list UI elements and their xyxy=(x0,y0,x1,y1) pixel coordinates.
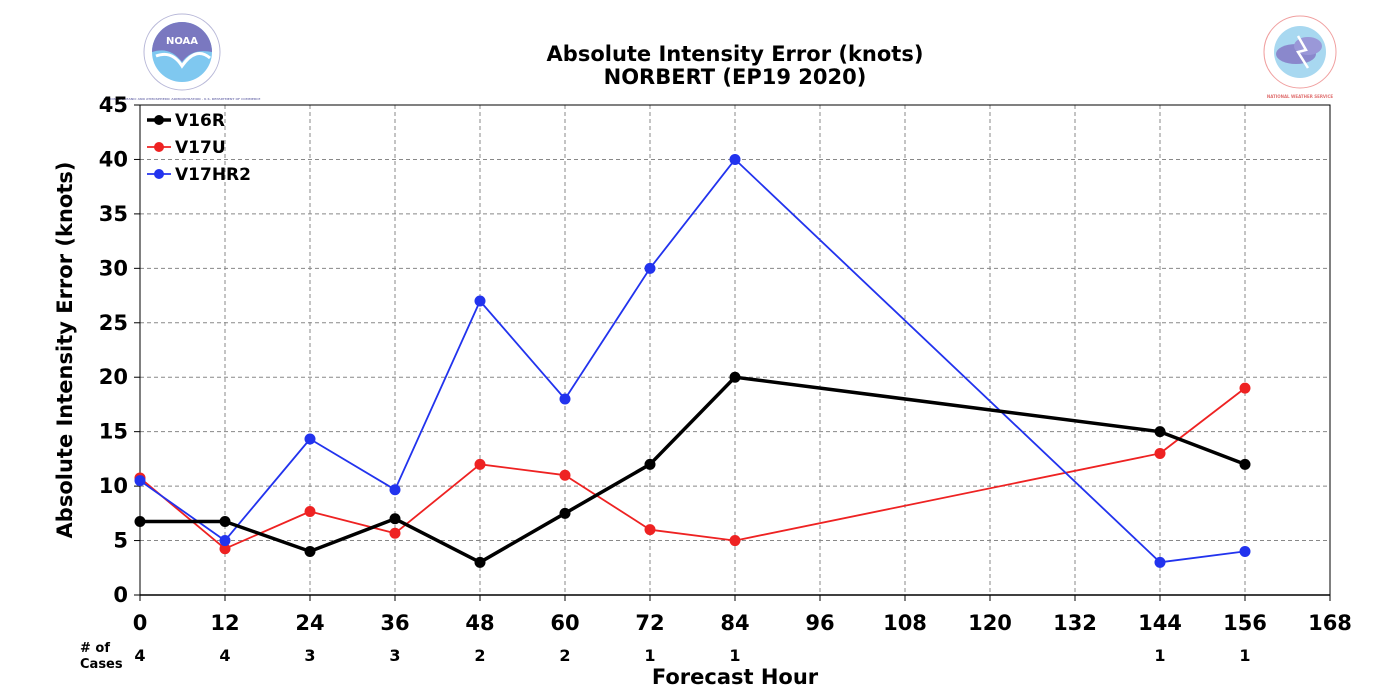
x-tick-label: 60 xyxy=(550,611,579,635)
x-tick-label: 12 xyxy=(210,611,239,635)
legend-label: V17HR2 xyxy=(175,165,251,185)
legend-label: V17U xyxy=(175,138,226,158)
x-tick-label: 24 xyxy=(295,611,324,635)
series-line-v16r xyxy=(140,375,1246,565)
x-tick-label: 96 xyxy=(805,611,834,635)
data-point-v16r xyxy=(729,371,741,383)
series-group xyxy=(134,153,1251,568)
nws-logo-ring-text: NATIONAL WEATHER SERVICE xyxy=(1267,94,1334,99)
legend-label: V16R xyxy=(175,111,225,131)
legend: V16R V17U V17HR2 xyxy=(147,111,251,185)
data-point-v17hr2 xyxy=(474,295,486,307)
series-v17hr2 xyxy=(134,153,1251,568)
x-tick-label: 84 xyxy=(720,611,749,635)
noaa-logo: NOAA NATIONAL OCEANIC AND ATMOSPHERIC AD… xyxy=(104,13,261,101)
data-point-v17hr2 xyxy=(644,262,656,274)
data-point-v17hr2 xyxy=(1239,545,1251,557)
case-count: 1 xyxy=(1154,646,1165,665)
legend-swatch-marker xyxy=(154,115,164,125)
x-tick-label: 48 xyxy=(465,611,494,635)
nws-logo: NATIONAL WEATHER SERVICE xyxy=(1263,15,1337,99)
x-tick-label: 144 xyxy=(1138,611,1182,635)
noaa-logo-ring-text: NATIONAL OCEANIC AND ATMOSPHERIC ADMINIS… xyxy=(104,97,261,101)
x-tick-label: 120 xyxy=(968,611,1012,635)
noaa-logo-text: NOAA xyxy=(166,36,198,47)
y-tick-label: 5 xyxy=(113,529,128,553)
case-count: 1 xyxy=(644,646,655,665)
y-axis: 0 5 10 15 20 25 30 35 40 45 xyxy=(99,93,140,607)
legend-item-v17u: V17U xyxy=(147,138,226,158)
series-v16r xyxy=(134,371,1251,568)
y-tick-label: 40 xyxy=(99,147,128,171)
data-point-v17hr2 xyxy=(304,433,316,445)
y-tick-label: 15 xyxy=(99,420,128,444)
data-point-v17u xyxy=(1154,447,1166,459)
data-point-v17u xyxy=(304,505,316,517)
y-tick-label: 20 xyxy=(99,365,128,389)
y-tick-label: 30 xyxy=(99,256,128,280)
case-count: 1 xyxy=(1239,646,1250,665)
legend-swatch-marker xyxy=(154,142,164,152)
series-line-v17hr2 xyxy=(139,158,1246,564)
cases-label-line1: # of xyxy=(80,641,110,656)
data-point-v17hr2 xyxy=(219,535,231,547)
x-tick-label: 0 xyxy=(133,611,148,635)
data-point-v17u xyxy=(644,524,656,536)
data-point-v17hr2 xyxy=(134,475,146,487)
data-point-v17hr2 xyxy=(729,153,741,165)
data-point-v17u xyxy=(219,543,231,555)
x-tick-label: 36 xyxy=(380,611,409,635)
data-point-v17u xyxy=(1239,382,1251,394)
y-tick-label: 45 xyxy=(99,93,128,117)
data-point-v16r xyxy=(134,516,146,527)
data-point-v17hr2 xyxy=(389,484,401,496)
data-point-v16r xyxy=(389,513,401,525)
data-point-v17u xyxy=(559,469,571,481)
chart-title: Absolute Intensity Error (knots) xyxy=(547,42,924,66)
data-point-v16r xyxy=(304,545,316,557)
data-point-v17u xyxy=(729,535,741,547)
legend-swatch-marker xyxy=(154,169,164,179)
x-tick-label: 156 xyxy=(1223,611,1267,635)
data-point-v17hr2 xyxy=(559,393,571,405)
grid-lines xyxy=(140,105,1330,595)
x-tick-label: 108 xyxy=(883,611,927,635)
data-point-v17hr2 xyxy=(1154,556,1166,568)
y-axis-label: Absolute Intensity Error (knots) xyxy=(53,162,77,539)
case-count: 4 xyxy=(219,646,230,665)
series-line-v17u xyxy=(139,387,1246,550)
legend-item-v17hr2: V17HR2 xyxy=(147,165,251,185)
data-point-v16r xyxy=(474,556,486,568)
x-axis: 0 12 24 36 48 60 72 84 96 108 120 132 144 156 168 xyxy=(133,594,1352,635)
case-count: 3 xyxy=(304,646,315,665)
case-count: 2 xyxy=(559,646,570,665)
y-tick-label: 25 xyxy=(99,311,128,335)
legend-item-v16r: V16R xyxy=(147,111,225,131)
case-count: 4 xyxy=(134,646,145,665)
chart-subtitle: NORBERT (EP19 2020) xyxy=(604,65,867,89)
data-point-v16r xyxy=(1239,458,1251,470)
case-count: 2 xyxy=(474,646,485,665)
series-v17u xyxy=(134,382,1251,555)
data-point-v17u xyxy=(389,527,401,539)
y-tick-label: 35 xyxy=(99,202,128,226)
case-count: 1 xyxy=(729,646,740,665)
data-point-v16r xyxy=(219,516,231,527)
x-tick-label: 168 xyxy=(1308,611,1352,635)
y-tick-label: 0 xyxy=(113,583,128,607)
data-point-v16r xyxy=(559,507,571,519)
cases-label-line2: Cases xyxy=(80,657,123,672)
case-count: 3 xyxy=(389,646,400,665)
x-axis-label: Forecast Hour xyxy=(652,665,819,689)
y-tick-label: 10 xyxy=(99,474,128,498)
data-point-v16r xyxy=(1154,426,1166,438)
x-tick-label: 132 xyxy=(1053,611,1097,635)
x-tick-label: 72 xyxy=(635,611,664,635)
data-point-v16r xyxy=(644,458,656,470)
cases-row: 4 4 3 3 2 2 1 1 1 1 xyxy=(134,646,1250,665)
data-point-v17u xyxy=(474,458,486,470)
